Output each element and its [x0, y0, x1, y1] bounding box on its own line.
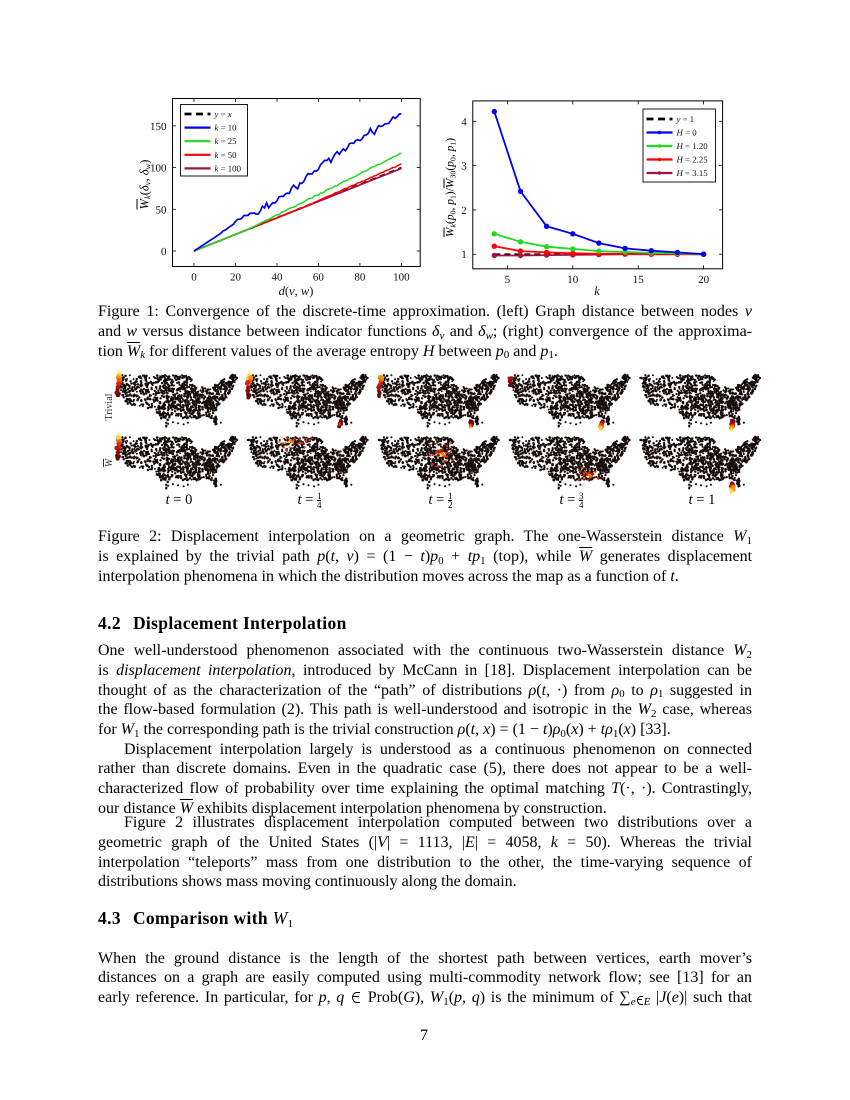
svg-text:5: 5 — [505, 274, 511, 286]
svg-text:y = x: y = x — [214, 109, 232, 119]
svg-text:40: 40 — [272, 272, 284, 284]
svg-text:H = 0: H = 0 — [676, 128, 698, 138]
svg-text:20: 20 — [698, 274, 710, 286]
svg-text:10: 10 — [567, 274, 579, 286]
svg-text:100: 100 — [393, 272, 410, 284]
svg-text:H = 2.25: H = 2.25 — [676, 155, 709, 165]
svg-text:k = 50: k = 50 — [215, 150, 238, 160]
svg-text:k = 100: k = 100 — [215, 163, 242, 173]
svg-text:k: k — [594, 284, 600, 298]
svg-text:60: 60 — [313, 272, 325, 284]
svg-text:d(v, w): d(v, w) — [279, 284, 314, 298]
svg-text:80: 80 — [354, 272, 366, 284]
svg-text:0: 0 — [161, 246, 167, 258]
svg-text:1: 1 — [461, 249, 467, 261]
svg-text:100: 100 — [150, 163, 167, 175]
svg-text:15: 15 — [633, 274, 645, 286]
svg-text:k = 10: k = 10 — [215, 123, 238, 133]
svg-text:y = 1: y = 1 — [676, 114, 695, 124]
svg-text:0: 0 — [191, 272, 197, 284]
svg-text:2: 2 — [461, 205, 467, 217]
svg-text:20: 20 — [230, 272, 242, 284]
svg-text:4: 4 — [461, 116, 467, 128]
svg-text:150: 150 — [150, 121, 167, 133]
svg-text:H = 3.15: H = 3.15 — [676, 168, 709, 178]
svg-text:3: 3 — [461, 161, 467, 173]
svg-text:k = 25: k = 25 — [215, 136, 238, 146]
svg-text:H = 1.20: H = 1.20 — [676, 141, 709, 151]
svg-text:50: 50 — [156, 204, 168, 216]
